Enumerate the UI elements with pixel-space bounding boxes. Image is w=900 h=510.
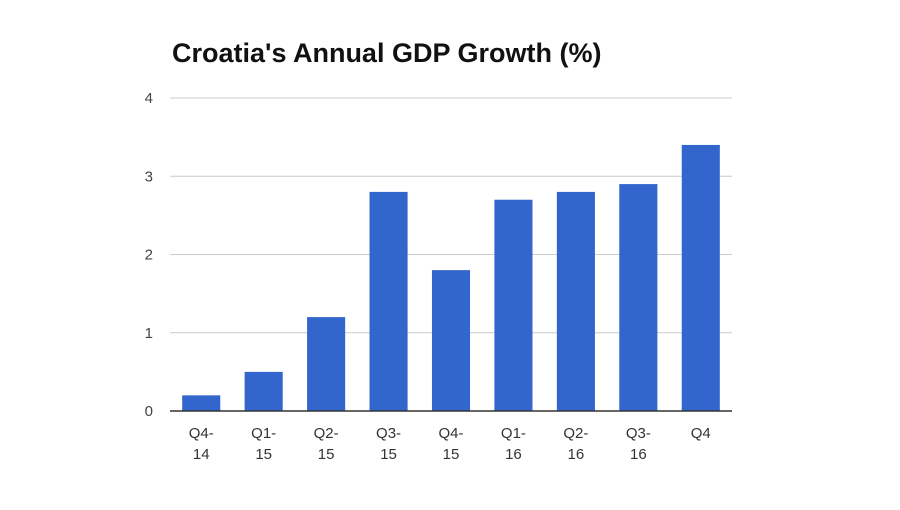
- x-tick-label-line: Q4-: [189, 425, 214, 442]
- x-axis-labels: Q4-14Q1-15Q2-15Q3-15Q4-15Q1-16Q2-16Q3-16…: [189, 425, 711, 463]
- bar: [619, 184, 658, 411]
- x-tick-label-line: 15: [255, 446, 272, 463]
- x-tick-label: Q3-16: [626, 425, 651, 463]
- bar: [681, 144, 720, 411]
- x-tick-label-line: Q1-: [251, 425, 276, 442]
- bar: [494, 199, 533, 411]
- bar: [307, 317, 346, 411]
- x-tick-label: Q2-15: [314, 425, 339, 463]
- x-tick-label-line: 16: [568, 446, 585, 463]
- x-tick-label: Q4-14: [189, 425, 214, 463]
- chart-title: Croatia's Annual GDP Growth (%): [172, 38, 602, 68]
- y-tick-label: 4: [145, 90, 153, 107]
- x-tick-label: Q4: [691, 425, 711, 442]
- x-tick-label-line: 15: [318, 446, 335, 463]
- bar: [431, 270, 471, 411]
- x-tick-label-line: Q3-: [376, 425, 401, 442]
- x-tick-label-line: Q4-: [438, 425, 463, 442]
- x-tick-label-line: 16: [505, 446, 522, 463]
- bar: [182, 395, 221, 411]
- x-tick-label-line: 15: [380, 446, 397, 463]
- x-tick-label-line: Q1-: [501, 425, 526, 442]
- y-tick-label: 1: [145, 325, 153, 342]
- x-tick-label-line: Q2-: [314, 425, 339, 442]
- x-tick-label-line: 14: [193, 446, 210, 463]
- x-tick-label-line: Q2-: [563, 425, 588, 442]
- y-axis-ticks: 0 1 2 3 4: [145, 90, 153, 420]
- x-tick-label: Q3-15: [376, 425, 401, 463]
- x-tick-label: Q1-15: [251, 425, 276, 463]
- x-tick-label-line: 15: [443, 446, 460, 463]
- y-tick-label: 2: [145, 247, 153, 264]
- bar: [556, 191, 595, 411]
- y-tick-label: 3: [145, 168, 153, 185]
- x-tick-label: Q2-16: [563, 425, 588, 463]
- x-tick-label: Q4-15: [438, 425, 463, 463]
- x-tick-label-line: 16: [630, 446, 647, 463]
- y-tick-label: 0: [145, 403, 153, 420]
- x-tick-label-line: Q3-: [626, 425, 651, 442]
- bar: [244, 371, 283, 411]
- bar: [369, 191, 408, 411]
- bars: [182, 144, 720, 411]
- x-tick-label: Q1-16: [501, 425, 526, 463]
- x-tick-label-line: Q4: [691, 425, 711, 442]
